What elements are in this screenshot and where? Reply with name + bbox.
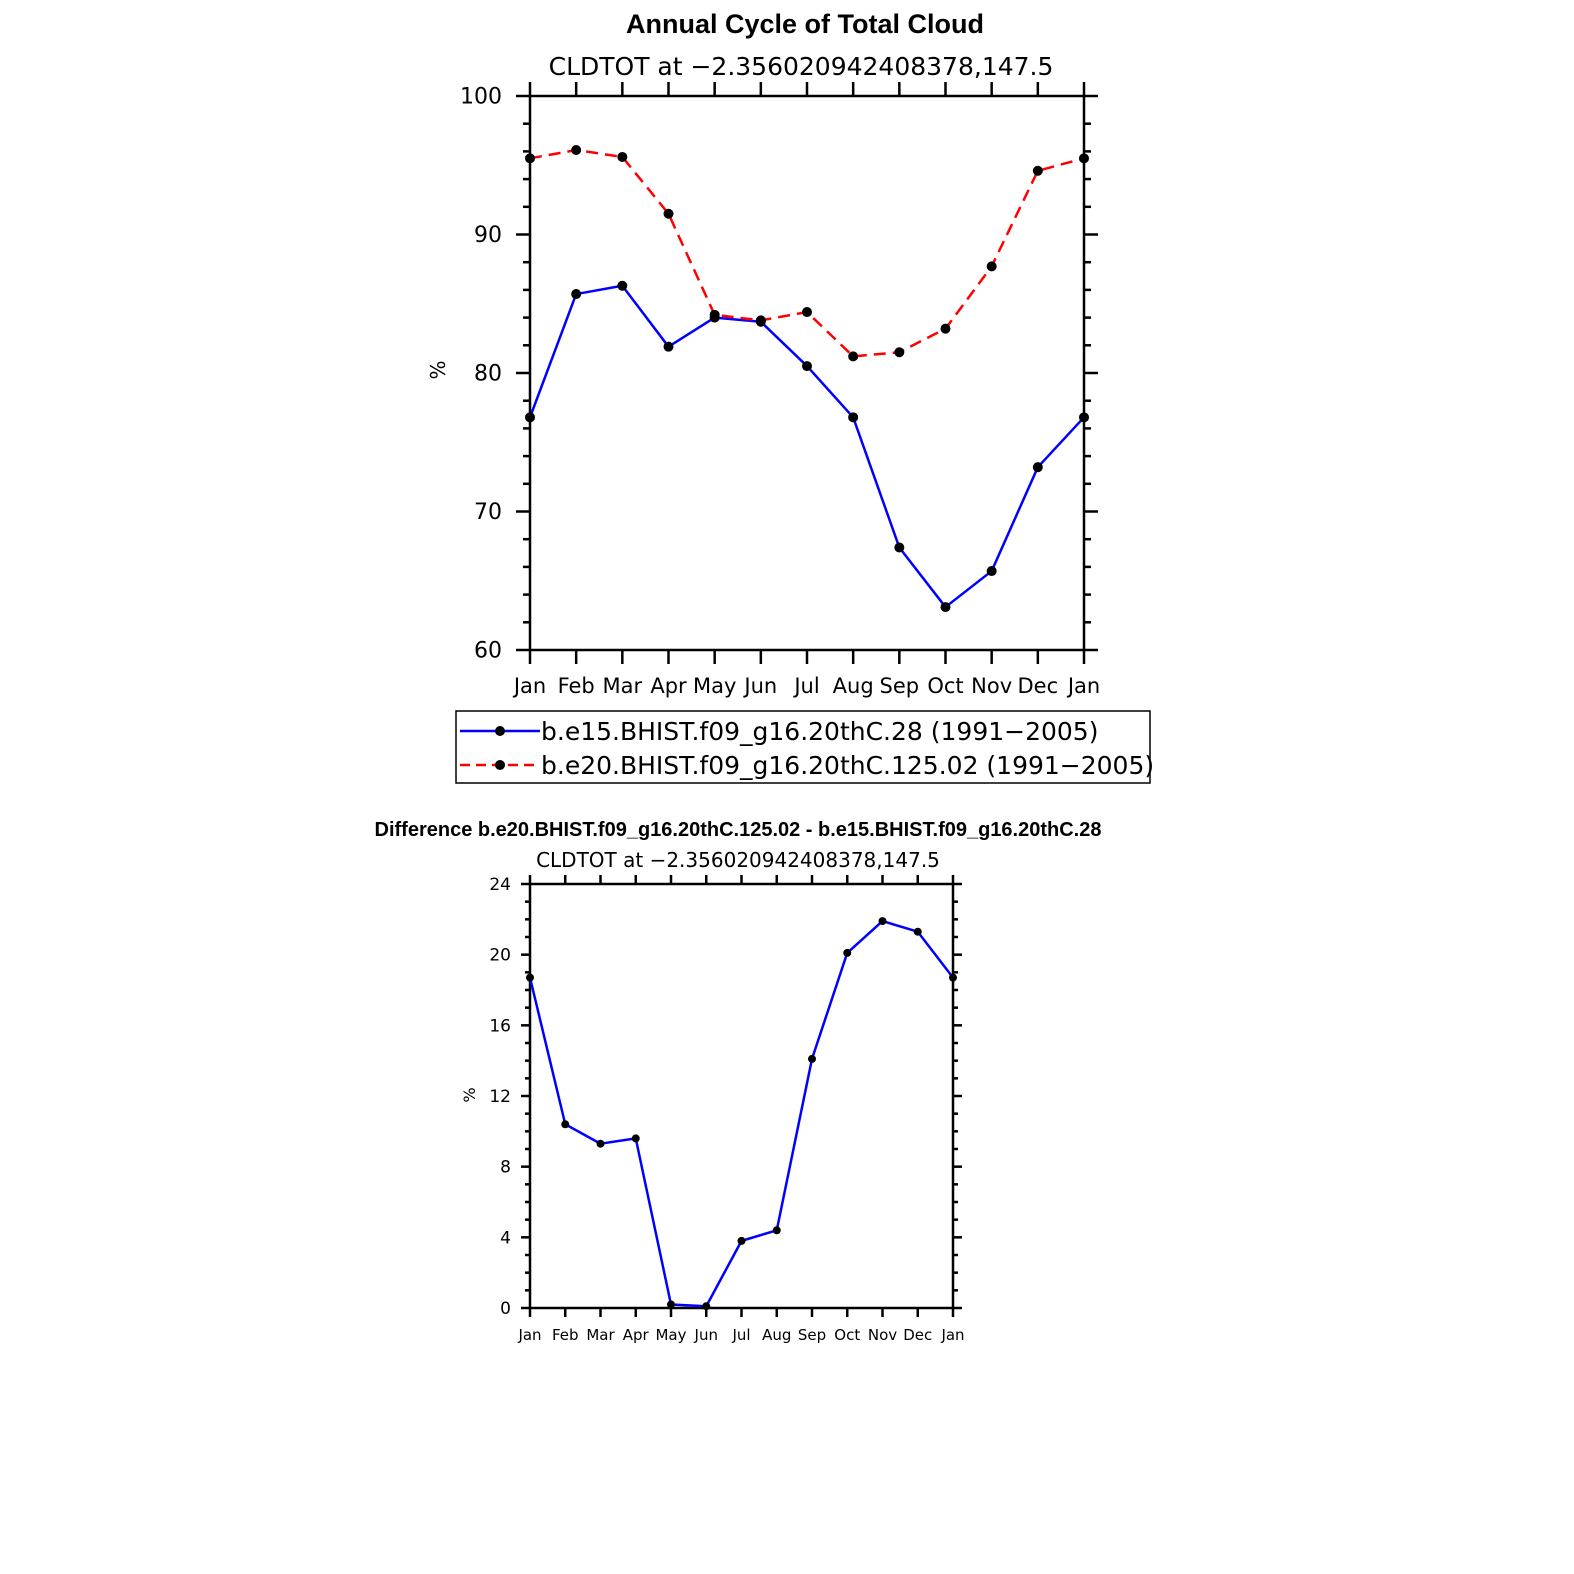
series-1-point (986, 566, 997, 577)
series-2-point (525, 153, 535, 164)
y-tick-label: 90 (474, 223, 502, 248)
x-tick-label: Sep (798, 1326, 826, 1344)
series-1-point (878, 917, 887, 926)
plot-frame (528, 94, 1086, 652)
y-tick-label: 60 (474, 639, 502, 664)
series-2-point (894, 347, 905, 358)
legend-marker-series-1 (495, 726, 505, 736)
y-tick-label: 70 (474, 500, 502, 525)
x-tick-label: Oct (834, 1326, 860, 1344)
series-1-point (702, 1302, 711, 1311)
x-tick-label: Sep (880, 674, 920, 698)
series-1-point (808, 1054, 816, 1063)
series-2-point (617, 151, 628, 162)
legend-entry-series-2: b.e20.BHIST.f09_g16.20thC.125.02 (1991−2… (541, 751, 1154, 780)
y-tick-label: 20 (489, 946, 511, 966)
series-1-point (772, 1226, 781, 1235)
y-tick-label: 24 (489, 875, 511, 895)
series-1-point (843, 948, 852, 957)
x-tick-label: Feb (558, 674, 595, 698)
series-1-point (525, 412, 535, 423)
series-1-point (1079, 412, 1089, 423)
y-tick-label: 80 (474, 362, 502, 387)
x-tick-label: Jan (1066, 674, 1100, 698)
series-1-point (802, 361, 812, 372)
x-tick-label: Dec (903, 1326, 932, 1344)
x-tick-label: Nov (971, 674, 1012, 698)
series-1-point (667, 1300, 675, 1309)
x-tick-label: Nov (868, 1326, 897, 1344)
annual-cycle-chart: Jan Feb Mar Apr May Jun Jul Aug Sep Oct Nov Dec Jan 6… (460, 82, 1100, 698)
x-tick-label: Jan (512, 674, 546, 698)
series-1-point (617, 280, 628, 291)
x-tick-label: Oct (927, 674, 963, 698)
x-tick-label: Jul (792, 674, 819, 698)
series-1-point (526, 973, 534, 982)
x-tick-label: Jul (731, 1326, 750, 1344)
legend-box (455, 710, 1151, 784)
series-1-point (940, 602, 951, 613)
x-tick-label: Mar (603, 674, 643, 698)
series-2-point (1079, 153, 1089, 164)
y-tick-label: 0 (500, 1299, 511, 1319)
series-1-point (1032, 462, 1043, 473)
y-tick-label: 4 (500, 1228, 511, 1248)
series-2-point (709, 309, 720, 320)
difference-chart: Jan Feb Mar Apr May Jun Jul Aug Sep Oct Nov Dec Jan 0… (489, 875, 964, 1344)
series-2-point (986, 261, 997, 272)
x-tick-label: Jan (517, 1326, 541, 1344)
x-tick-label: Apr (623, 1326, 650, 1344)
x-tick-label: Feb (552, 1326, 579, 1344)
series-line-1 (528, 284, 1085, 609)
series-1-point (631, 1134, 640, 1143)
series-2-point (755, 315, 766, 326)
x-tick-label: Dec (1018, 674, 1059, 698)
series-2-point (802, 307, 812, 318)
x-tick-label: Aug (833, 674, 874, 698)
y-tick-label: 12 (489, 1087, 511, 1107)
chart-title: Annual Cycle of Total Cloud (626, 9, 984, 39)
x-tick-label: Aug (762, 1326, 791, 1344)
series-1-point (561, 1120, 570, 1129)
difference-y-axis-label: % (460, 1087, 479, 1102)
legend-entry-series-1: b.e15.BHIST.f09_g16.20thC.28 (1991−2005) (541, 717, 1098, 746)
series-1-point (571, 289, 582, 300)
series-2-point (1032, 165, 1043, 176)
y-tick-label: 100 (460, 85, 502, 110)
x-tick-label: May (693, 674, 736, 698)
series-1-point (663, 341, 674, 352)
x-tick-label: Mar (586, 1326, 615, 1344)
series-1-point (894, 542, 905, 553)
chart-subtitle: CLDTOT at −2.356020942408378,147.5 (549, 52, 1054, 81)
series-2-point (848, 351, 859, 362)
series-2-point (940, 323, 951, 334)
series-1-point (596, 1139, 605, 1148)
y-axis-label: % (426, 360, 450, 379)
series-line-2 (529, 148, 1085, 358)
series-1-point (949, 973, 957, 982)
x-tick-label: Jun (742, 674, 777, 698)
series-2-point (571, 145, 582, 156)
series-1-point (737, 1236, 746, 1245)
x-tick-label: Jan (940, 1326, 964, 1344)
y-tick-label: 8 (500, 1158, 511, 1178)
difference-chart-subtitle: CLDTOT at −2.356020942408378,147.5 (536, 848, 940, 872)
legend: b.e15.BHIST.f09_g16.20thC.28 (1991−2005)… (455, 710, 1154, 784)
x-tick-label: Jun (694, 1326, 718, 1344)
difference-chart-title: Difference b.e20.BHIST.f09_g16.20thC.125… (375, 819, 1102, 841)
x-tick-label: May (655, 1326, 686, 1344)
series-1-point (913, 927, 922, 936)
series-1-point (848, 412, 859, 423)
x-tick-label: Apr (650, 674, 687, 698)
legend-marker-series-2 (495, 760, 505, 770)
series-2-point (663, 208, 674, 219)
series-line-1 (528, 919, 954, 1308)
y-tick-label: 16 (489, 1016, 511, 1036)
